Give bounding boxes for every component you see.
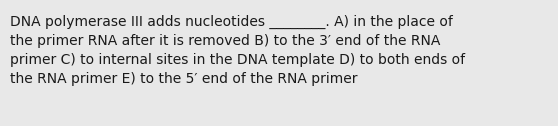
Text: DNA polymerase III adds nucleotides ________. A) in the place of
the primer RNA : DNA polymerase III adds nucleotides ____…	[10, 15, 465, 86]
